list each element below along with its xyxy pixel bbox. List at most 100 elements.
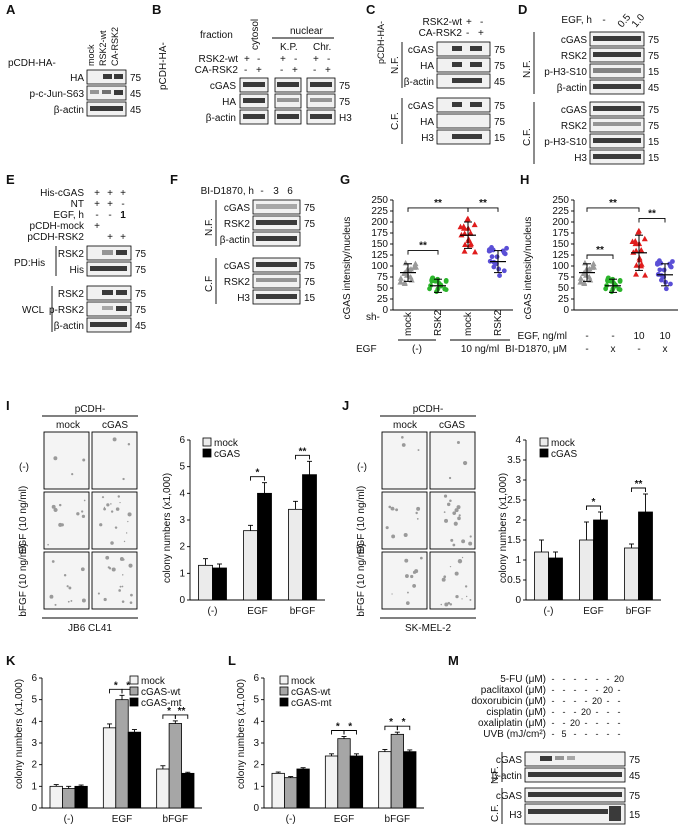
panel-l: L colony numbers (x1,000) 0 1 2 3 4 5 6 (-) EGF b… — [228, 653, 424, 825]
panel-m-sign: - — [563, 696, 566, 706]
panel-b-vector: pCDH-HA- — [158, 42, 169, 90]
panel-l-label: L — [228, 653, 236, 668]
panel-b-row-3: β-actin — [206, 113, 236, 124]
significance-star: ** — [434, 198, 442, 209]
bar — [271, 772, 285, 809]
panel-g-label: G — [340, 172, 350, 187]
y-tick-label: 3 — [179, 515, 185, 526]
panel-h-ylabel: cGAS intensity/nucleus — [523, 217, 534, 320]
panel-m-sign: - — [574, 685, 577, 695]
panel-f-cf: C.F — [204, 276, 215, 292]
svg-text:mock: mock — [56, 420, 81, 431]
scatter-point — [401, 280, 408, 286]
y-tick-label: 0 — [563, 305, 569, 316]
svg-text:H3: H3 — [237, 293, 250, 304]
colony-dot — [119, 501, 121, 504]
colony-dot — [54, 603, 57, 606]
bar — [288, 508, 303, 601]
panel-b-mw-2: 75 — [339, 97, 351, 108]
colony-dot — [416, 506, 421, 511]
colony-well — [429, 551, 476, 610]
y-tick-label: 1 — [253, 781, 259, 792]
y-tick-label: 3.5 — [507, 455, 521, 466]
bar — [378, 751, 392, 809]
legend-label: cGAS-wt — [141, 687, 181, 698]
colony-dot — [465, 595, 468, 598]
svg-text:H3: H3 — [574, 153, 587, 164]
colony-well — [91, 551, 138, 610]
colony-dot — [97, 592, 100, 595]
svg-text:75: 75 — [304, 219, 316, 230]
svg-text:-: - — [480, 17, 483, 28]
colony-dot — [71, 473, 74, 476]
svg-text:15: 15 — [648, 67, 660, 78]
scatter-point — [635, 229, 642, 235]
x-tick-label: mock — [403, 311, 414, 336]
colony-dot — [110, 541, 114, 545]
svg-text:15: 15 — [648, 137, 660, 148]
colony-dot — [456, 440, 460, 445]
y-tick-label: 4 — [515, 435, 521, 446]
svg-text:N.F.: N.F. — [490, 766, 501, 784]
panel-b-row-2: HA — [222, 97, 236, 108]
svg-text:-: - — [466, 28, 469, 39]
significance-star: * — [167, 706, 171, 717]
significance-star: * — [126, 680, 130, 691]
colony-dot — [83, 499, 86, 502]
significance-star: ** — [479, 198, 487, 209]
colony-dot — [122, 477, 125, 481]
scatter-point — [427, 286, 432, 292]
colony-dot — [457, 558, 463, 564]
panel-m-sign: - — [563, 685, 566, 695]
panel-m-sign: - — [618, 707, 621, 717]
y-tick-label: 1 — [31, 781, 37, 792]
svg-text:(-): (-) — [19, 462, 29, 473]
panel-i-label: I — [6, 398, 10, 413]
colony-dot — [68, 586, 72, 590]
svg-text:β-actin: β-actin — [557, 83, 587, 94]
colony-dot — [458, 514, 461, 517]
colony-dot — [390, 506, 395, 511]
panel-j-label: J — [342, 398, 349, 413]
svg-text:RSK2: RSK2 — [58, 249, 85, 260]
panel-m-sign: - — [607, 696, 610, 706]
panel-h-sign: - — [637, 344, 640, 355]
colony-dot — [468, 541, 473, 546]
colony-dot — [469, 535, 472, 538]
colony-dot — [391, 593, 393, 595]
colony-dot — [456, 505, 461, 510]
colony-dot — [462, 460, 468, 466]
colony-dot — [403, 533, 408, 538]
scatter-point — [464, 216, 471, 223]
svg-text:45: 45 — [135, 321, 147, 332]
scatter-point — [471, 221, 478, 228]
colony-dot — [114, 526, 118, 529]
colony-dot — [101, 496, 105, 499]
panel-c-vector: pCDH-HA- — [376, 21, 386, 64]
panel-k-label: K — [6, 653, 16, 668]
scatter-point — [397, 275, 404, 281]
panel-m-sign: - — [596, 674, 599, 684]
x-tick-label: bFGF — [385, 814, 411, 825]
svg-text:75: 75 — [494, 45, 506, 56]
colony-dot — [419, 556, 423, 560]
scatter-point — [633, 247, 640, 254]
panel-m-sign: 20 — [570, 718, 580, 728]
colony-dot — [112, 437, 117, 442]
colony-dot — [395, 508, 399, 512]
panel-m-cond: 5-FU (μM) — [500, 674, 546, 685]
svg-text:RSK2: RSK2 — [561, 121, 588, 132]
significance-star: * — [402, 717, 406, 728]
bar — [181, 772, 195, 809]
y-tick-label: 6 — [253, 673, 259, 684]
panel-m-sign: - — [596, 707, 599, 717]
panel-m-sign: - — [552, 729, 555, 739]
svg-text:cGAS: cGAS — [496, 755, 522, 766]
svg-text:-: - — [327, 54, 330, 65]
y-tick-label: 25 — [558, 294, 570, 305]
bar — [624, 547, 639, 601]
scatter-point — [436, 280, 442, 286]
svg-text:75: 75 — [135, 289, 147, 300]
scatter-point — [668, 264, 674, 270]
